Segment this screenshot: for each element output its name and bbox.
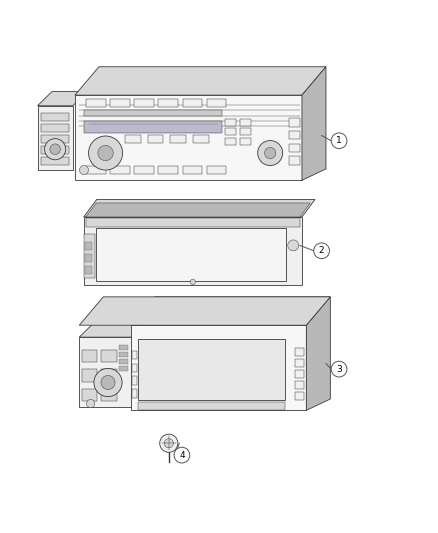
Bar bbox=[295, 348, 304, 356]
Bar bbox=[75, 95, 302, 180]
Circle shape bbox=[265, 148, 276, 159]
Polygon shape bbox=[79, 323, 146, 337]
Bar bbox=[295, 370, 304, 378]
Bar bbox=[207, 166, 226, 174]
Circle shape bbox=[45, 139, 66, 160]
Bar bbox=[183, 99, 202, 107]
Bar bbox=[290, 118, 300, 127]
Bar bbox=[84, 217, 302, 285]
Circle shape bbox=[288, 240, 299, 251]
Bar bbox=[101, 369, 117, 382]
Bar bbox=[101, 389, 117, 401]
Bar bbox=[290, 156, 300, 165]
Bar bbox=[85, 242, 92, 250]
Circle shape bbox=[331, 133, 347, 149]
Circle shape bbox=[174, 447, 190, 463]
Bar bbox=[85, 254, 92, 262]
Bar bbox=[41, 114, 69, 121]
Circle shape bbox=[94, 368, 122, 397]
Bar bbox=[240, 128, 251, 135]
Bar bbox=[86, 219, 300, 227]
Bar bbox=[183, 166, 202, 174]
Text: 1: 1 bbox=[336, 136, 342, 146]
Bar bbox=[240, 138, 251, 144]
Polygon shape bbox=[86, 203, 310, 217]
Bar bbox=[84, 120, 223, 133]
Bar bbox=[225, 119, 236, 126]
Polygon shape bbox=[131, 297, 330, 325]
Bar bbox=[85, 266, 92, 274]
Bar bbox=[148, 135, 163, 143]
Bar bbox=[86, 99, 106, 107]
Circle shape bbox=[50, 144, 60, 155]
Bar bbox=[170, 135, 186, 143]
Circle shape bbox=[79, 166, 88, 175]
Bar bbox=[159, 99, 178, 107]
Bar bbox=[138, 339, 285, 400]
Bar bbox=[159, 166, 178, 174]
Circle shape bbox=[98, 146, 113, 160]
Bar bbox=[81, 389, 97, 401]
Circle shape bbox=[190, 279, 195, 285]
Bar bbox=[41, 146, 69, 154]
Circle shape bbox=[101, 375, 115, 390]
Bar bbox=[295, 392, 304, 400]
Bar bbox=[240, 119, 251, 126]
Circle shape bbox=[258, 141, 283, 166]
Bar bbox=[132, 389, 137, 398]
Bar bbox=[134, 99, 154, 107]
Bar bbox=[295, 359, 304, 367]
Bar bbox=[138, 402, 285, 410]
Circle shape bbox=[164, 439, 173, 448]
Bar bbox=[207, 99, 226, 107]
Bar bbox=[81, 369, 97, 382]
Bar bbox=[132, 376, 137, 385]
Bar bbox=[225, 128, 236, 135]
Bar bbox=[79, 337, 131, 407]
Bar bbox=[110, 166, 130, 174]
Bar bbox=[119, 366, 128, 370]
Bar bbox=[41, 124, 69, 132]
Bar bbox=[119, 359, 128, 364]
Polygon shape bbox=[79, 297, 330, 325]
Polygon shape bbox=[84, 199, 315, 217]
Bar bbox=[132, 364, 137, 372]
Bar bbox=[81, 350, 97, 362]
Bar bbox=[95, 229, 286, 281]
Bar bbox=[110, 99, 130, 107]
Bar bbox=[41, 157, 69, 165]
Bar bbox=[119, 352, 128, 357]
Bar bbox=[101, 350, 117, 362]
Circle shape bbox=[160, 434, 178, 453]
Bar bbox=[84, 234, 95, 278]
Bar bbox=[119, 345, 128, 350]
Polygon shape bbox=[75, 67, 326, 95]
Bar bbox=[125, 135, 141, 143]
Text: 4: 4 bbox=[179, 450, 185, 459]
Circle shape bbox=[314, 243, 329, 259]
Bar bbox=[134, 166, 154, 174]
Bar bbox=[290, 131, 300, 140]
Bar bbox=[132, 351, 137, 359]
Text: 2: 2 bbox=[319, 246, 325, 255]
Bar bbox=[193, 135, 209, 143]
Bar bbox=[41, 135, 69, 143]
Polygon shape bbox=[306, 297, 330, 410]
Polygon shape bbox=[38, 92, 87, 106]
Bar bbox=[295, 382, 304, 389]
Circle shape bbox=[88, 136, 123, 170]
Circle shape bbox=[87, 399, 95, 408]
Polygon shape bbox=[302, 67, 326, 180]
Bar bbox=[290, 144, 300, 152]
Bar bbox=[38, 106, 73, 169]
Bar bbox=[225, 138, 236, 144]
Bar bbox=[131, 325, 306, 410]
Text: 3: 3 bbox=[336, 365, 342, 374]
Circle shape bbox=[331, 361, 347, 377]
Bar bbox=[84, 110, 223, 116]
Bar bbox=[86, 166, 106, 174]
